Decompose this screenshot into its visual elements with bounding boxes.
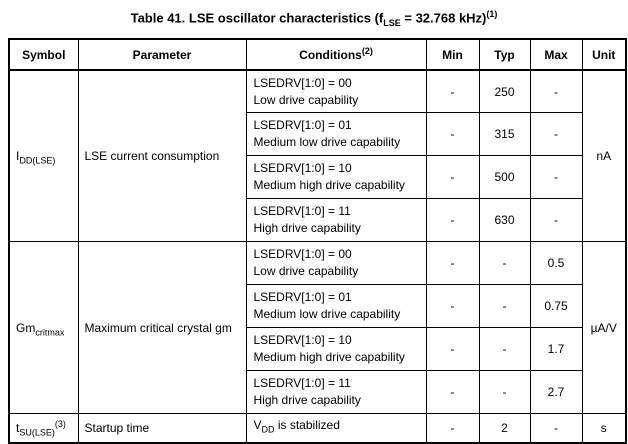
parameter-cell: Maximum critical crystal gm: [77, 241, 247, 415]
table-row: LSEDRV[1:0] = 10 Medium high drive capabi…: [9, 155, 626, 200]
unit-cell: nA: [581, 69, 627, 243]
max-cell: 0.75: [529, 284, 583, 329]
min-cell: -: [425, 112, 480, 157]
max-cell: -: [529, 198, 583, 243]
min-cell: -: [425, 327, 480, 372]
col-header-max: Max: [529, 38, 583, 71]
table-title: Table 41. LSE oscillator characteristics…: [0, 0, 628, 31]
typ-cell: 2: [478, 413, 531, 444]
typ-cell: -: [478, 241, 531, 286]
min-cell: -: [425, 370, 480, 415]
condition-cell: VDD is stabilized: [245, 413, 427, 444]
typ-cell: 500: [478, 155, 531, 200]
condition-cell: LSEDRV[1:0] = 11 High drive capability: [245, 370, 427, 415]
table-row: LSEDRV[1:0] = 10 Medium high drive capabi…: [9, 327, 626, 372]
min-cell: -: [425, 284, 480, 329]
max-cell: 2.7: [529, 370, 583, 415]
col-header-symbol: Symbol: [8, 38, 79, 71]
condition-cell: LSEDRV[1:0] = 00 Low drive capability: [245, 241, 427, 286]
condition-cell: LSEDRV[1:0] = 10 Medium high drive capabi…: [245, 327, 427, 372]
table-row: LSEDRV[1:0] = 01 Medium low drive capabil…: [9, 112, 626, 157]
col-header-conditions: Conditions(2): [245, 38, 427, 71]
symbol-cell-gm-critmax: Gmcritmax: [8, 241, 79, 415]
condition-cell: LSEDRV[1:0] = 10 Medium high drive capabi…: [245, 155, 427, 200]
max-cell: -: [529, 413, 583, 444]
col-header-typ: Typ: [478, 38, 531, 71]
table-row: LSEDRV[1:0] = 11 High drive capability - …: [9, 370, 626, 415]
typ-cell: -: [478, 284, 531, 329]
col-header-parameter: Parameter: [77, 38, 247, 71]
condition-cell: LSEDRV[1:0] = 11 High drive capability: [245, 198, 427, 243]
title-text: Table 41. LSE oscillator characteristics…: [130, 10, 384, 26]
table-row: LSEDRV[1:0] = 01 Medium low drive capabil…: [9, 284, 626, 329]
parameter-cell: Startup time: [77, 413, 247, 444]
header-row: Symbol Parameter Conditions(2) Min Typ M…: [8, 38, 627, 71]
col-header-unit: Unit: [581, 38, 627, 71]
table-row: Gmcritmax Maximum critical crystal gm LS…: [8, 241, 627, 415]
unit-cell: s: [581, 413, 627, 444]
conditions-footnote-ref: (2): [361, 46, 373, 57]
typ-cell: 315: [478, 112, 531, 157]
typ-cell: -: [478, 370, 531, 415]
max-cell: -: [529, 69, 583, 114]
min-cell: -: [425, 413, 480, 444]
symbol-cell-tsu-lse: tSU(LSE)(3): [8, 413, 79, 444]
col-header-min: Min: [425, 38, 480, 71]
unit-cell: µA/V: [581, 241, 627, 415]
min-cell: -: [425, 155, 480, 200]
lse-oscillator-characteristics-table: Symbol Parameter Conditions(2) Min Typ M…: [8, 37, 627, 444]
title-text-after: = 32.768 kHz): [400, 10, 487, 26]
min-cell: -: [425, 198, 480, 243]
table-row: tSU(LSE)(3) Startup time VDD is stabiliz…: [8, 413, 627, 444]
min-cell: -: [425, 241, 480, 286]
parameter-cell: LSE current consumption: [77, 69, 247, 243]
condition-cell: LSEDRV[1:0] = 01 Medium low drive capabil…: [245, 112, 427, 157]
title-subscript: LSE: [383, 17, 401, 28]
max-cell: -: [529, 155, 583, 200]
condition-cell: LSEDRV[1:0] = 00 Low drive capability: [245, 69, 427, 114]
max-cell: -: [529, 112, 583, 157]
symbol-footnote-ref: (3): [54, 418, 66, 429]
symbol-cell-idd-lse: IDD(LSE): [8, 69, 79, 243]
table-row: IDD(LSE) LSE current consumption LSEDRV[…: [8, 69, 627, 243]
typ-cell: -: [478, 327, 531, 372]
min-cell: -: [425, 69, 480, 114]
typ-cell: 250: [478, 69, 531, 114]
condition-cell: LSEDRV[1:0] = 01 Medium low drive capabil…: [245, 284, 427, 329]
typ-cell: 630: [478, 198, 531, 243]
title-footnote-ref: (1): [486, 9, 498, 19]
max-cell: 1.7: [529, 327, 583, 372]
max-cell: 0.5: [529, 241, 583, 286]
